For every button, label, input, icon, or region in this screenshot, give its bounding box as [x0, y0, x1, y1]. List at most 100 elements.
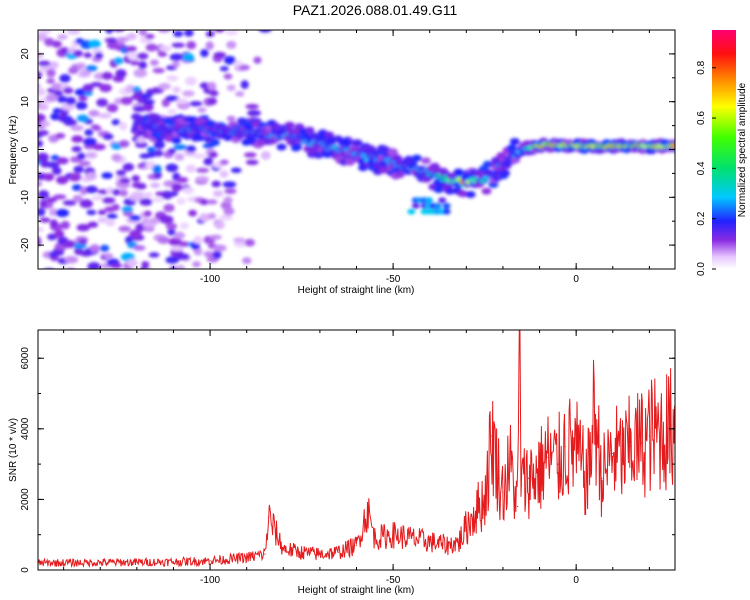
spectrogram-cell — [481, 187, 492, 195]
spectrogram-y-axis-title: Frequency (Hz) — [8, 116, 19, 185]
colorbar-ticks: 0.0 0.2 0.4 0.6 0.8 — [696, 60, 716, 276]
spectrogram-cell — [73, 49, 83, 58]
spectrogram-cell — [177, 241, 191, 247]
spectrogram-cell — [167, 148, 177, 154]
spectrogram-cell — [195, 175, 210, 183]
spectrogram-cell — [141, 261, 150, 267]
spectrogram-cell — [113, 57, 124, 65]
spectrogram-cell — [56, 157, 69, 165]
y-tick-label: -10 — [20, 190, 31, 205]
spectrogram-cell — [47, 233, 58, 241]
snr-point — [209, 560, 211, 562]
spectrogram-cell — [165, 222, 178, 230]
spectrogram-cell — [106, 103, 119, 113]
spectrogram-cell — [133, 68, 148, 78]
spectrogram-cell — [85, 172, 97, 181]
spectrogram-cell — [179, 222, 190, 230]
snr-point — [623, 456, 625, 458]
spectrogram-cell — [500, 169, 511, 177]
spectrogram-cell — [143, 192, 153, 198]
spectrogram-cell — [111, 203, 120, 211]
snr-point — [528, 477, 530, 479]
spectrogram-cell — [152, 164, 162, 174]
spectrogram-cell — [193, 236, 203, 245]
spectrogram-cell — [97, 217, 108, 223]
spectrogram-cell — [442, 202, 451, 209]
spectrogram-cell — [182, 53, 195, 62]
spectrogram-cell — [226, 115, 236, 122]
spectrogram-cell — [169, 53, 184, 61]
spectrogram-cell — [199, 199, 210, 205]
x-tick-label: 0 — [573, 274, 579, 285]
spectrogram-cell — [212, 190, 224, 198]
spectrogram-cell — [71, 146, 82, 153]
spectrogram-cell — [208, 151, 218, 158]
spectrogram-cell — [147, 268, 153, 269]
snr-x-axis-title: Height of straight line (km) — [298, 585, 415, 596]
spectrogram-cell — [157, 30, 171, 33]
spectrogram-cell — [173, 144, 188, 151]
spectrogram-cell — [57, 95, 68, 103]
spectrogram-cell — [71, 184, 83, 191]
spectrogram-cell — [276, 143, 287, 151]
spectrogram-cell — [167, 228, 176, 236]
spectrogram-cell — [90, 81, 103, 88]
spectrogram-cell — [159, 214, 169, 224]
snr-point — [612, 452, 614, 455]
spectrogram-cell — [214, 220, 225, 230]
spectrogram-cell — [192, 153, 206, 159]
spectrogram-cell — [50, 154, 60, 161]
spectrogram-cell — [87, 262, 101, 269]
spectrogram-cell — [90, 124, 101, 130]
spectrogram-cell — [140, 93, 153, 99]
spectrogram-cell — [68, 172, 82, 182]
spectrogram-cell — [186, 145, 197, 153]
spectrogram-cell — [96, 98, 108, 107]
spectrogram-cell — [125, 45, 137, 52]
spectrogram-cell — [85, 151, 98, 159]
snr-point — [586, 481, 588, 483]
spectrogram-cell — [152, 67, 165, 74]
snr-point — [172, 561, 175, 563]
y-tick-label: 2000 — [20, 488, 31, 511]
spectrogram-cell — [235, 91, 245, 97]
spectrogram-cell — [76, 62, 86, 68]
spectrogram-cell — [171, 42, 185, 48]
spectrogram-cell — [184, 76, 197, 86]
spectrogram-cell — [245, 103, 260, 110]
spectrogram-cell — [482, 175, 490, 180]
spectrogram-cell — [145, 34, 155, 40]
spectrogram-cell — [509, 138, 520, 145]
spectrogram-cell — [111, 119, 121, 126]
spectrogram-cell — [45, 93, 59, 103]
spectrogram-cell — [88, 39, 101, 49]
snr-point — [491, 435, 493, 437]
colorbar-tick-label: 0.2 — [696, 211, 707, 225]
spectrogram-cell — [102, 133, 114, 141]
spectrogram-cell — [83, 52, 93, 59]
spectrogram-cell — [171, 183, 183, 192]
colorbar: 0.0 0.2 0.4 0.6 0.8 Normalized spectral ampl… — [696, 30, 748, 276]
spectrogram-cell — [71, 135, 84, 143]
spectrogram-cell — [105, 219, 116, 227]
spectrogram-cell — [322, 150, 333, 158]
spectrogram-cell — [411, 202, 420, 209]
spectrogram-cell — [54, 230, 65, 238]
snr-point — [282, 548, 284, 550]
spectrogram-cell — [226, 84, 236, 92]
spectrogram-cell — [127, 51, 140, 61]
spectrogram-cell — [84, 129, 94, 136]
y-tick-label: -20 — [20, 237, 31, 252]
spectrogram-cell — [394, 171, 405, 179]
spectrogram-cell — [165, 256, 180, 264]
spectrogram-cell — [73, 165, 85, 174]
spectrogram-cell — [465, 191, 476, 198]
spectrogram-cell — [186, 41, 197, 50]
spectrogram-cell — [158, 45, 172, 52]
spectrogram-cell — [206, 199, 218, 205]
spectrogram-cell — [131, 175, 141, 182]
spectrogram-cell — [157, 236, 170, 244]
spectrogram-cell — [136, 136, 146, 144]
spectrogram-cell — [132, 105, 147, 112]
